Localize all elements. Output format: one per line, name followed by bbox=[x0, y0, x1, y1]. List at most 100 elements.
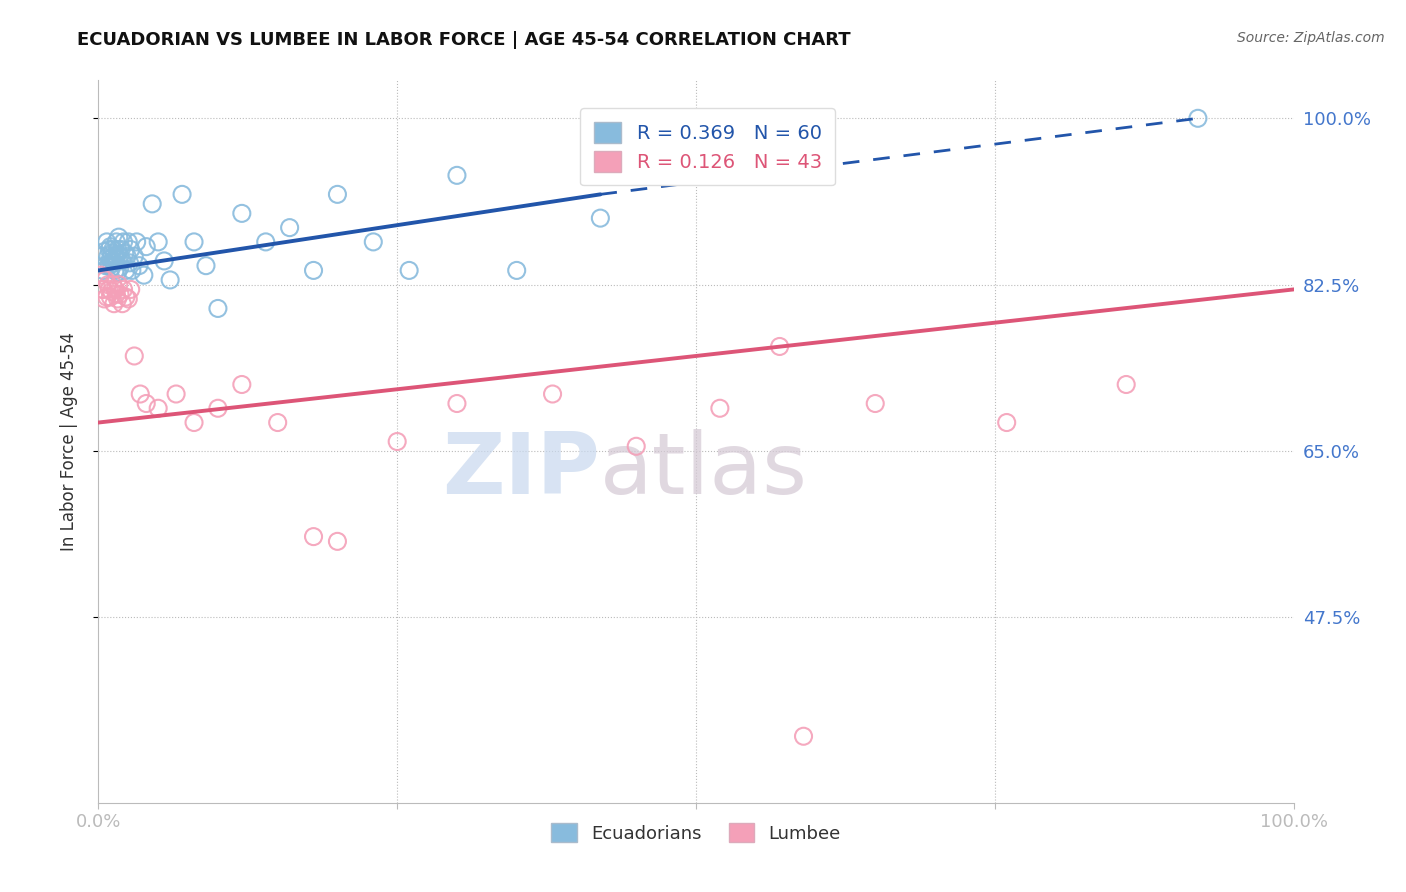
Point bbox=[865, 396, 887, 410]
Point bbox=[302, 263, 325, 277]
Point bbox=[111, 296, 134, 310]
Point bbox=[98, 240, 122, 254]
Point bbox=[91, 282, 114, 296]
Point bbox=[94, 259, 117, 273]
Point bbox=[745, 169, 768, 183]
Point bbox=[120, 243, 142, 257]
Point bbox=[91, 282, 114, 296]
Point bbox=[267, 416, 290, 430]
Point bbox=[107, 230, 129, 244]
Point bbox=[302, 530, 325, 544]
Point bbox=[125, 235, 148, 249]
Point bbox=[709, 401, 731, 416]
Point bbox=[1187, 112, 1209, 126]
Point bbox=[207, 301, 229, 316]
Point bbox=[112, 282, 135, 296]
Point bbox=[159, 273, 181, 287]
Point bbox=[231, 377, 253, 392]
Point bbox=[111, 254, 134, 268]
Point bbox=[589, 211, 612, 226]
Point bbox=[103, 296, 125, 310]
Point bbox=[98, 282, 121, 296]
Point bbox=[107, 265, 129, 279]
Point bbox=[114, 246, 136, 260]
Point bbox=[148, 401, 170, 416]
Point bbox=[132, 268, 155, 282]
Point bbox=[117, 235, 139, 249]
Text: Source: ZipAtlas.com: Source: ZipAtlas.com bbox=[1237, 31, 1385, 45]
Point bbox=[117, 292, 139, 306]
Point bbox=[97, 277, 120, 292]
Text: atlas: atlas bbox=[600, 429, 808, 512]
Point bbox=[626, 439, 648, 453]
Point bbox=[100, 260, 122, 275]
Point bbox=[165, 387, 187, 401]
Point bbox=[124, 249, 146, 263]
Point bbox=[398, 263, 420, 277]
Point bbox=[385, 434, 409, 449]
Point bbox=[98, 259, 121, 273]
Point bbox=[995, 416, 1018, 430]
Point bbox=[93, 244, 115, 259]
Point bbox=[108, 260, 131, 275]
Point bbox=[124, 349, 146, 363]
Point bbox=[105, 287, 128, 301]
Point bbox=[94, 273, 117, 287]
Point bbox=[118, 256, 141, 270]
Point bbox=[98, 252, 122, 266]
Point bbox=[107, 292, 129, 306]
Point bbox=[91, 249, 114, 263]
Point bbox=[101, 243, 124, 257]
Point bbox=[108, 287, 131, 301]
Point bbox=[96, 235, 118, 249]
Point bbox=[104, 263, 127, 277]
Point bbox=[103, 249, 125, 263]
Point bbox=[153, 254, 176, 268]
Point bbox=[128, 259, 150, 273]
Y-axis label: In Labor Force | Age 45-54: In Labor Force | Age 45-54 bbox=[59, 332, 77, 551]
Point bbox=[108, 249, 131, 263]
Legend: Ecuadorians, Lumbee: Ecuadorians, Lumbee bbox=[543, 814, 849, 852]
Text: ECUADORIAN VS LUMBEE IN LABOR FORCE | AGE 45-54 CORRELATION CHART: ECUADORIAN VS LUMBEE IN LABOR FORCE | AG… bbox=[77, 31, 851, 49]
Point bbox=[1115, 377, 1137, 392]
Point bbox=[90, 268, 112, 282]
Point bbox=[101, 254, 124, 268]
Point bbox=[104, 282, 127, 296]
Point bbox=[115, 290, 138, 304]
Point bbox=[278, 220, 301, 235]
Text: ZIP: ZIP bbox=[443, 429, 600, 512]
Point bbox=[107, 243, 129, 257]
Point bbox=[107, 277, 129, 292]
Point bbox=[115, 263, 138, 277]
Point bbox=[148, 235, 170, 249]
Point bbox=[98, 290, 122, 304]
Point bbox=[326, 534, 349, 549]
Point bbox=[115, 249, 138, 263]
Point bbox=[326, 187, 349, 202]
Point bbox=[97, 249, 120, 263]
Point bbox=[105, 235, 128, 249]
Point bbox=[135, 240, 157, 254]
Point bbox=[101, 277, 124, 292]
Point bbox=[104, 252, 127, 266]
Point bbox=[195, 259, 218, 273]
Point bbox=[141, 197, 163, 211]
Point bbox=[172, 187, 194, 202]
Point bbox=[93, 292, 115, 306]
Point bbox=[793, 729, 815, 743]
Point bbox=[768, 339, 790, 353]
Point bbox=[103, 256, 125, 270]
Point bbox=[112, 235, 135, 249]
Point bbox=[121, 263, 143, 277]
Point bbox=[541, 387, 564, 401]
Point bbox=[98, 243, 121, 257]
Point bbox=[100, 246, 122, 260]
Point bbox=[105, 249, 128, 263]
Point bbox=[446, 396, 468, 410]
Point bbox=[183, 416, 205, 430]
Point bbox=[363, 235, 385, 249]
Point bbox=[96, 290, 118, 304]
Point bbox=[231, 206, 253, 220]
Point bbox=[207, 401, 229, 416]
Point bbox=[446, 169, 468, 183]
